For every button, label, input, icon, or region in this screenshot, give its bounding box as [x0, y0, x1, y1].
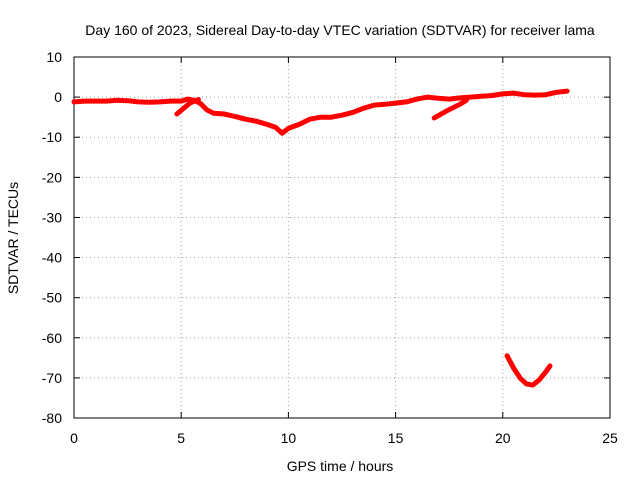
y-tick-label: -30: [42, 209, 62, 225]
series-line-main: [71, 88, 570, 136]
x-tick-label: 20: [495, 430, 511, 446]
y-axis-label: SDTVAR / TECUs: [5, 182, 21, 294]
series-layer: [71, 88, 570, 388]
grid-lines: [74, 57, 610, 418]
y-tick-label: -60: [42, 330, 62, 346]
y-tick-label: -20: [42, 169, 62, 185]
chart-title: Day 160 of 2023, Sidereal Day-to-day VTE…: [85, 22, 595, 38]
series-line-dip-21h: [504, 353, 553, 388]
y-tick-label: -50: [42, 290, 62, 306]
y-tick-label: -10: [42, 129, 62, 145]
y-tick-label: -40: [42, 250, 62, 266]
y-tick-label: 0: [54, 89, 62, 105]
series-line-spike-17h: [431, 97, 469, 121]
x-tick-label: 0: [70, 430, 78, 446]
x-axis-label: GPS time / hours: [287, 458, 394, 474]
x-tick-label: 10: [281, 430, 297, 446]
y-tick-label: -70: [42, 370, 62, 386]
plot-frame: [73, 56, 611, 419]
x-tick-label: 5: [177, 430, 185, 446]
series-line-spike-5h: [174, 97, 201, 117]
y-tick-label: -80: [42, 410, 62, 426]
axis-ticks: 0 5 10 15 20 25 10 0 -10 -20 -30 -40 -50 -60 -70 -80: [42, 49, 618, 446]
x-tick-label: 25: [602, 430, 618, 446]
x-tick-label: 15: [388, 430, 404, 446]
y-tick-label: 10: [46, 49, 62, 65]
